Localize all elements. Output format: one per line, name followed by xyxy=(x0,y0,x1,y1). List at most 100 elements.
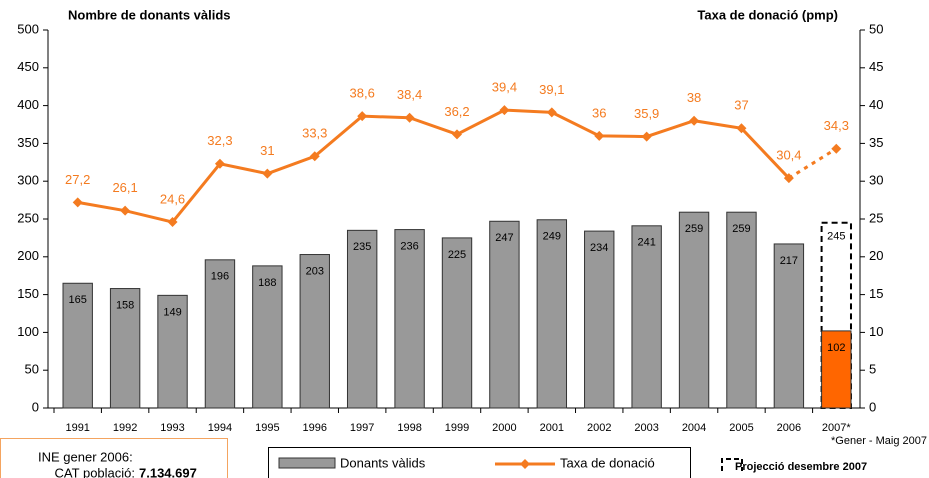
y-tick-label: 50 xyxy=(25,362,39,377)
bar xyxy=(726,211,757,409)
x-tick-label: 1992 xyxy=(113,422,137,434)
line-label: 39,4 xyxy=(492,80,517,95)
bar xyxy=(489,220,520,409)
y-tick-label: 500 xyxy=(17,21,39,36)
line-label: 38,4 xyxy=(397,87,422,102)
x-tick-label: 2001 xyxy=(540,422,564,434)
line-marker xyxy=(309,151,320,162)
bar-label: 203 xyxy=(306,265,324,277)
bar-label: 165 xyxy=(69,294,87,306)
line-label: 24,6 xyxy=(160,191,185,206)
y2-tick-label: 0 xyxy=(869,399,876,414)
legend-marker xyxy=(520,459,530,469)
line-label: 38 xyxy=(687,90,701,105)
legend-label: Taxa de donació xyxy=(560,455,655,470)
line-label: 31 xyxy=(260,143,274,158)
y-axis-title: Nombre de donants vàlids xyxy=(68,7,231,22)
line-label: 34,3 xyxy=(824,118,849,133)
line-label: 32,3 xyxy=(207,133,232,148)
y2-tick-label: 15 xyxy=(869,286,883,301)
bar xyxy=(204,259,236,409)
x-tick-label: 2004 xyxy=(682,422,706,434)
line-marker xyxy=(783,173,794,184)
line-marker xyxy=(641,131,652,142)
info-box xyxy=(0,438,228,478)
x-tick-label: 1993 xyxy=(160,422,184,434)
line-marker xyxy=(594,130,605,141)
line-label: 36 xyxy=(592,105,606,120)
line-label: 38,6 xyxy=(350,86,375,101)
line-marker xyxy=(499,105,510,116)
bar xyxy=(536,219,568,409)
x-tick-label: 2007* xyxy=(822,422,851,434)
bar xyxy=(157,294,188,409)
bar-label: 241 xyxy=(637,237,655,249)
legend-swatch xyxy=(278,457,336,469)
y2-tick-label: 10 xyxy=(869,324,883,339)
line xyxy=(77,108,790,224)
x-tick-label: 2002 xyxy=(587,422,611,434)
line-marker xyxy=(214,158,225,169)
y2-tick-label: 40 xyxy=(869,97,883,112)
y2-tick-label: 5 xyxy=(869,362,876,377)
y-tick-label: 200 xyxy=(17,248,39,263)
x-tick-label: 1991 xyxy=(65,422,89,434)
legend-label: Donants vàlids xyxy=(340,455,426,470)
y2-tick-label: 25 xyxy=(869,210,883,225)
line-marker xyxy=(831,143,842,154)
info-value: 7.134.697 xyxy=(139,465,197,478)
y-tick-label: 450 xyxy=(17,59,39,74)
y-tick-label: 100 xyxy=(17,324,39,339)
bar-label: 225 xyxy=(448,249,466,261)
bar-label: 234 xyxy=(590,242,608,254)
line-marker xyxy=(689,115,700,126)
line-marker xyxy=(72,197,83,208)
bar xyxy=(773,243,805,409)
line-label: 35,9 xyxy=(634,106,659,121)
bar xyxy=(584,230,615,409)
bar xyxy=(678,211,710,409)
info-title: INE gener 2006: xyxy=(38,449,133,464)
bar-label: 249 xyxy=(543,231,561,243)
line-marker xyxy=(357,111,368,122)
legend-box xyxy=(268,447,691,478)
bar xyxy=(631,225,662,409)
line-marker xyxy=(404,112,415,123)
x-tick-label: 1999 xyxy=(445,422,469,434)
bar-label: 158 xyxy=(116,299,134,311)
bar-label: 217 xyxy=(780,255,798,267)
bar-label: 247 xyxy=(495,232,513,244)
bar-label: 102 xyxy=(827,342,845,354)
line-label: 37 xyxy=(734,98,748,113)
line-label: 26,1 xyxy=(112,180,137,195)
line-label: 33,3 xyxy=(302,126,327,141)
line-label: 27,2 xyxy=(65,172,90,187)
x-tick-label: 2006 xyxy=(777,422,801,434)
bar xyxy=(252,265,283,409)
x-tick-label: 1994 xyxy=(208,422,232,434)
y-tick-label: 0 xyxy=(32,399,39,414)
line-label: 36,2 xyxy=(444,104,469,119)
bar xyxy=(299,254,330,409)
footnote: *Gener - Maig 2007 xyxy=(831,435,927,447)
y2-tick-label: 20 xyxy=(869,248,883,263)
x-tick-label: 1996 xyxy=(303,422,327,434)
x-tick-label: 2003 xyxy=(634,422,658,434)
line-label: 30,4 xyxy=(776,148,801,163)
x-tick-label: 1997 xyxy=(350,422,374,434)
info-label: CAT població: xyxy=(55,465,135,478)
bar xyxy=(346,229,378,409)
y2-tick-label: 45 xyxy=(869,59,883,74)
y2-tick-label: 35 xyxy=(869,135,883,150)
bar xyxy=(62,282,93,409)
line-marker xyxy=(120,205,131,216)
projection-bar xyxy=(820,221,852,409)
x-tick-label: 1998 xyxy=(397,422,421,434)
y-tick-label: 400 xyxy=(17,97,39,112)
projected-line xyxy=(788,147,838,180)
bar-label: 188 xyxy=(258,277,276,289)
bar-label: 259 xyxy=(732,223,750,235)
bar xyxy=(441,237,473,409)
y-tick-label: 350 xyxy=(17,135,39,150)
